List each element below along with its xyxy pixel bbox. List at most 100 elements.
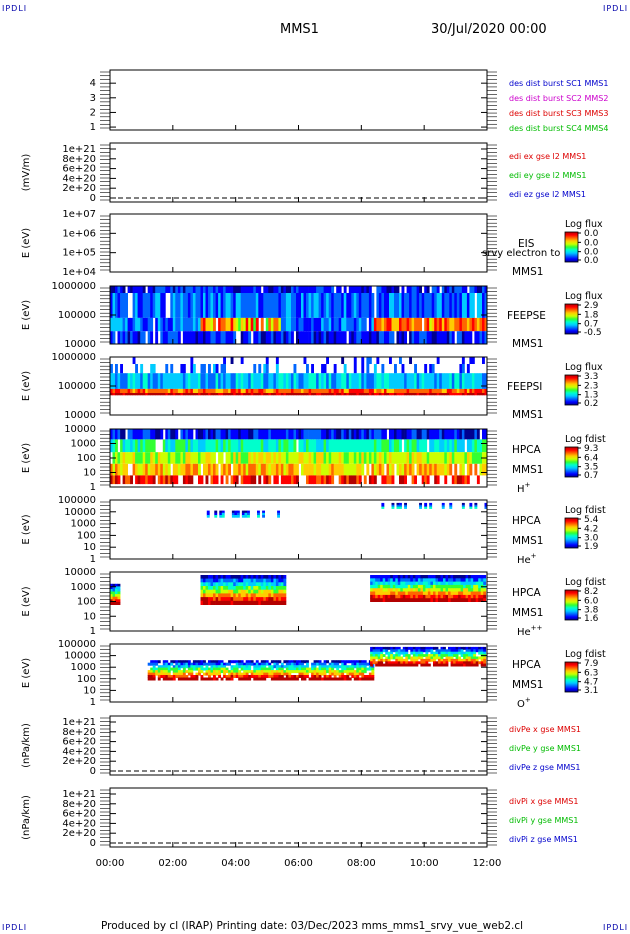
p6-colorbar-label: 6.4 (584, 453, 599, 463)
corner-label-top-left: IPDLI (2, 4, 28, 13)
header-spacecraft: MMS1 (280, 22, 319, 37)
p8-species-label: He++ (517, 624, 543, 638)
p2-ytick-label: 0 (90, 193, 96, 204)
p9-ytick-label: 10 (83, 685, 96, 696)
p9-spacecraft-label: MMS1 (512, 679, 543, 691)
p11-ytick-label: 0 (90, 838, 96, 849)
p7-colorbar-label: 5.4 (584, 515, 599, 525)
p11-ytick-label: 1e+21 (62, 789, 96, 800)
p5-colorbar-label: 1.3 (584, 391, 598, 401)
p7-spacecraft-label: MMS1 (512, 535, 543, 547)
p4-ytick-label: 100000 (58, 310, 96, 321)
p7-colorbar-label: 4.2 (584, 524, 598, 534)
p9-colorbar (564, 661, 579, 693)
p7-ytick-label: 1000 (71, 519, 96, 530)
p5-colorbar-label: 3.3 (584, 372, 598, 382)
p6-ytick-label: 10 (83, 468, 96, 479)
p1-frame (109, 69, 488, 131)
p11-ytick-label: 8e+20 (62, 799, 96, 810)
p7-ytick-label: 100000 (58, 495, 96, 506)
corner-label-top-right: IPDLI (603, 4, 629, 13)
time-axis-label: 12:00 (473, 858, 502, 869)
p4-instrument-label: FEEPSE (507, 310, 546, 322)
p9-colorbar-label: 6.3 (584, 668, 598, 678)
p2-legend-2: edi ez gse l2 MMS1 (509, 190, 586, 199)
p4-colorbar-title: Log flux (565, 291, 603, 302)
p9-ytick-label: 10000 (64, 651, 96, 662)
p9-colorbar-title: Log fdist (565, 649, 606, 660)
p9-species-label: O+ (517, 696, 531, 710)
p6-ylabel: E (eV) (21, 443, 32, 473)
p7-ytick-label: 1 (90, 554, 96, 565)
p4-colorbar-label: 1.8 (584, 310, 599, 320)
p8-ytick-label: 10000 (64, 567, 96, 578)
p3-ytick-label: 1e+04 (62, 267, 96, 278)
p4-ytick-label: 10000 (64, 339, 96, 350)
p4-colorbar (564, 303, 579, 335)
p4-spacecraft-label: MMS1 (512, 338, 543, 350)
p2-ytick-label: 1e+21 (62, 144, 96, 155)
corner-label-bottom-right: IPDLI (603, 923, 629, 932)
p7-instrument-label: HPCA (512, 515, 542, 527)
p9-colorbar-label: 3.1 (584, 686, 598, 696)
p9-colorbar-label: 7.9 (584, 659, 599, 669)
p8-spacecraft-label: MMS1 (512, 607, 543, 619)
p9-ytick-label: 1 (90, 697, 96, 708)
p6-colorbar-label: 3.5 (584, 463, 598, 473)
p11-legend-2: divPi z gse MMS1 (509, 835, 578, 844)
p10-ylabel: (nPa/km) (21, 723, 32, 768)
p8-ytick-label: 10 (83, 611, 96, 622)
p1-ytick-label: 4 (90, 78, 96, 89)
p11-ytick-label: 4e+20 (62, 818, 96, 829)
p1-legend-1: des dist burst SC2 MMS2 (509, 94, 608, 103)
p8-colorbar-label: 1.6 (584, 614, 599, 624)
p10-ytick-label: 2e+20 (62, 756, 96, 767)
p6-spacecraft-label: MMS1 (512, 464, 543, 476)
p4-ylabel: E (eV) (21, 300, 32, 330)
p3-colorbar-label: 0.0 (584, 229, 599, 239)
p6-ytick-label: 10000 (64, 424, 96, 435)
p8-colorbar-label: 3.8 (584, 606, 599, 616)
time-axis-label: 10:00 (410, 858, 439, 869)
p6-instrument-label: HPCA (512, 444, 542, 456)
p5-spacecraft-label: MMS1 (512, 409, 543, 421)
p4-colorbar-label: -0.5 (584, 328, 602, 338)
p4-colorbar-label: 0.7 (584, 320, 598, 330)
p3-ytick-label: 1e+07 (62, 209, 96, 220)
corner-label-bottom-left: IPDLI (2, 923, 28, 932)
p10-legend-1: divPe y gse MMS1 (509, 744, 581, 753)
p6-colorbar-label: 0.7 (584, 471, 598, 481)
p10-legend-2: divPe z gse MMS1 (509, 763, 580, 772)
p2-ylabel: (mV/m) (21, 154, 32, 192)
p7-spectrogram (206, 502, 488, 518)
p10-ytick-label: 4e+20 (62, 746, 96, 757)
p3-colorbar (564, 231, 579, 263)
p10-ytick-label: 8e+20 (62, 727, 96, 738)
p8-ylabel: E (eV) (21, 586, 32, 616)
p11-legend-0: divPi x gse MMS1 (509, 797, 578, 806)
p2-ytick-label: 6e+20 (62, 164, 96, 175)
time-axis-label: 06:00 (284, 858, 313, 869)
p7-colorbar (564, 517, 579, 549)
p10-frame (109, 715, 488, 776)
p5-colorbar-title: Log flux (565, 362, 603, 373)
p1-legend-2: des dist burst SC3 MMS3 (509, 109, 608, 118)
time-axis-label: 08:00 (347, 858, 376, 869)
p7-colorbar-label: 1.9 (584, 542, 599, 552)
p9-ylabel: E (eV) (21, 658, 32, 688)
p1-ytick-label: 1 (90, 122, 96, 133)
p6-colorbar-label: 9.3 (584, 444, 598, 454)
p7-ytick-label: 10 (83, 542, 96, 553)
p5-spectrogram (110, 357, 488, 396)
p11-ylabel: (nPa/km) (21, 795, 32, 840)
p9-instrument-label: HPCA (512, 659, 542, 671)
p9-colorbar-label: 4.7 (584, 678, 598, 688)
p10-ytick-label: 0 (90, 766, 96, 777)
p9-ytick-label: 100000 (58, 639, 96, 650)
p4-spectrogram (110, 286, 488, 344)
p5-colorbar-label: 0.2 (584, 399, 598, 409)
p1-legend-0: des dist burst SC1 MMS1 (509, 79, 608, 88)
p3-colorbar-title: Log flux (565, 219, 603, 230)
p7-ytick-label: 100 (77, 530, 96, 541)
